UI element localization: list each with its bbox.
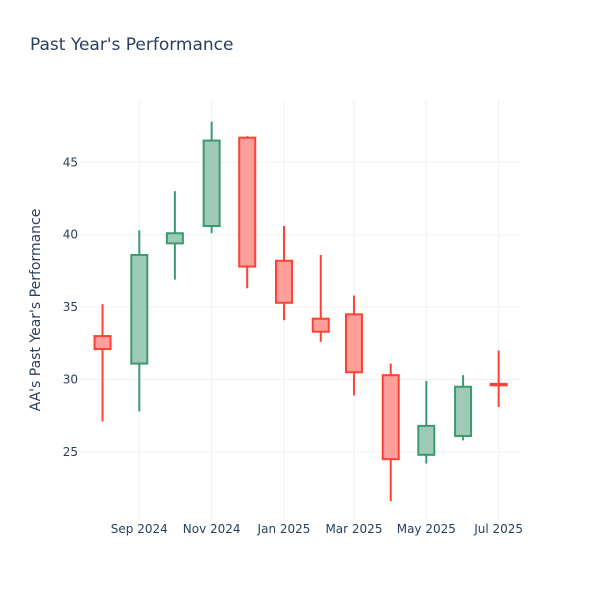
y-tick-label: 40 xyxy=(63,228,78,242)
x-tick-label: Mar 2025 xyxy=(325,522,382,536)
candle-body xyxy=(454,385,473,437)
x-gridlines xyxy=(138,100,500,520)
candle-decreasing xyxy=(344,295,363,396)
candle-decreasing xyxy=(238,136,257,289)
y-tick-label: 25 xyxy=(63,445,78,459)
y-tick-label: 30 xyxy=(63,373,78,387)
candle-decreasing xyxy=(311,254,330,342)
candle-decreasing xyxy=(93,304,112,422)
candle-body xyxy=(344,313,363,374)
candle-increasing xyxy=(165,191,184,280)
candle-body xyxy=(311,317,330,333)
y-tick-label: 45 xyxy=(63,155,78,169)
candles xyxy=(93,121,508,502)
candle-body xyxy=(381,374,400,461)
x-tick-labels: Sep 2024 Nov 2024 Jan 2025 Mar 2025 May 2025… xyxy=(111,522,523,536)
candle-increasing xyxy=(202,121,221,234)
candle-increasing xyxy=(454,375,473,441)
candle-increasing xyxy=(417,380,436,464)
y-gridlines xyxy=(80,161,520,453)
x-tick-label: Sep 2024 xyxy=(111,522,168,536)
x-tick-label: Jul 2025 xyxy=(473,522,523,536)
y-axis-title: AA's Past Year's Performance xyxy=(28,209,44,412)
y-tick-label: 35 xyxy=(63,300,78,314)
x-tick-label: May 2025 xyxy=(397,522,456,536)
candle-body xyxy=(93,335,112,351)
candle-body xyxy=(274,259,293,304)
y-tick-labels: 25 30 35 40 45 xyxy=(63,155,78,459)
candle-body xyxy=(417,424,436,456)
candle-decreasing xyxy=(274,226,293,321)
chart-title: Past Year's Performance xyxy=(30,35,234,55)
candle-body xyxy=(202,139,221,227)
candle-body xyxy=(238,136,257,268)
candle-decreasing xyxy=(381,363,400,502)
candle-body xyxy=(489,382,508,387)
candle-increasing xyxy=(130,230,149,412)
candle-body xyxy=(165,232,184,245)
x-tick-label: Nov 2024 xyxy=(183,522,241,536)
candle-body xyxy=(130,253,149,365)
x-tick-label: Jan 2025 xyxy=(257,522,311,536)
candle-decreasing xyxy=(489,350,508,408)
